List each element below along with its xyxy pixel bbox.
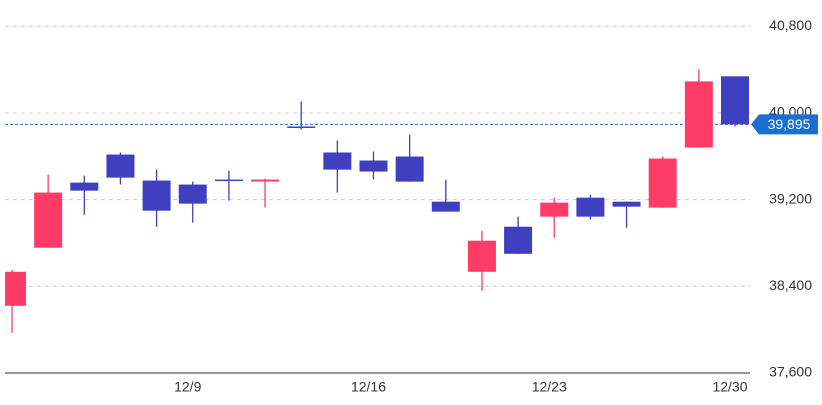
candle-body	[612, 201, 641, 207]
candle-body	[106, 154, 135, 178]
candle-body	[431, 201, 460, 212]
candle-body	[251, 179, 280, 182]
candle-body	[467, 240, 496, 272]
candle-body	[323, 152, 352, 170]
candle-body	[142, 180, 171, 211]
candle-body	[540, 202, 569, 217]
x-tick-label: 12/9	[174, 379, 201, 395]
candle-body	[684, 81, 713, 148]
candle-body	[214, 179, 243, 182]
candle-body	[720, 76, 749, 125]
x-tick-label: 12/30	[712, 379, 747, 395]
candle-body	[576, 197, 605, 217]
last-price-label: 39,895	[768, 116, 811, 132]
y-tick-label: 39,200	[769, 190, 812, 206]
candle-body	[70, 182, 99, 191]
candle-body	[648, 158, 677, 208]
y-tick-label: 37,600	[769, 364, 812, 380]
candle-body	[504, 226, 533, 254]
candle-body	[5, 271, 26, 306]
candle-body	[34, 192, 63, 248]
candle-body	[395, 156, 424, 182]
x-tick-label: 12/16	[351, 379, 386, 395]
candle-body	[287, 126, 316, 128]
grid	[5, 25, 750, 287]
candle-body	[359, 160, 388, 172]
x-tick-label: 12/23	[532, 379, 567, 395]
last-price-tag	[751, 114, 818, 135]
candle-body	[178, 184, 207, 204]
y-tick-label: 40,800	[769, 17, 812, 33]
y-tick-label: 38,400	[769, 277, 812, 293]
plot-area	[5, 69, 749, 333]
